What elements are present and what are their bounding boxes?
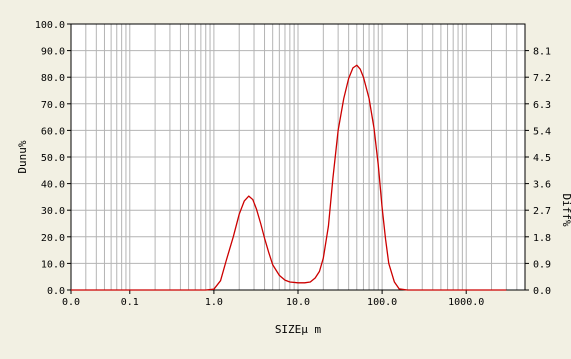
tick-labels: 0.0 10.0 20.0 30.0 40.0 50.0 60.0 70.0 80.0 90.0 1… [35, 20, 551, 308]
y-tick-label-right: 7.2 [533, 73, 551, 84]
x-tick-label: 1.0 [205, 297, 223, 308]
x-tick-label: 100.0 [367, 297, 397, 308]
y-tick-label-left: 90.0 [41, 47, 65, 58]
y-tick-label-left: 40.0 [41, 180, 65, 191]
x-tick-label: 0.0 [62, 297, 80, 308]
y-tick-label-left: 50.0 [41, 153, 65, 164]
y-tick-label-right: 4.5 [533, 153, 551, 164]
y-tick-label-left: 100.0 [35, 20, 65, 31]
y-tick-label-right: 8.1 [533, 47, 551, 58]
y-tick-label-right: 6.3 [533, 100, 551, 111]
series-layer [71, 64, 507, 291]
y-tick-label-left: 30.0 [41, 206, 65, 217]
y-tick-label-right: 2.7 [533, 206, 551, 217]
y-tick-label-left: 20.0 [41, 233, 65, 244]
y-tick-label-left: 0.0 [47, 286, 65, 297]
y-axis-title-left: Dunu% [16, 140, 29, 173]
y-axis-title-right: Diff% [560, 193, 571, 226]
y-tick-label-left: 10.0 [41, 259, 65, 270]
x-tick-label: 0.1 [121, 297, 139, 308]
x-tick-label: 10.0 [286, 297, 310, 308]
y-tick-label-right: 1.8 [533, 233, 551, 244]
y-tick-label-left: 80.0 [41, 73, 65, 84]
y-tick-label-right: 5.4 [533, 126, 551, 137]
y-tick-label-left: 70.0 [41, 100, 65, 111]
y-tick-label-left: 60.0 [41, 126, 65, 137]
axis-titles: SIZEμ m Dunu% Diff% [16, 140, 571, 336]
tick-marks [67, 23, 529, 294]
y-tick-label-right: 0.9 [533, 259, 551, 270]
y-tick-label-right: 3.6 [533, 180, 551, 191]
y-tick-label-right: 0.0 [533, 286, 551, 297]
x-axis-title: SIZEμ m [275, 323, 322, 336]
x-tick-label: 1000.0 [448, 297, 484, 308]
series-line [71, 64, 507, 291]
